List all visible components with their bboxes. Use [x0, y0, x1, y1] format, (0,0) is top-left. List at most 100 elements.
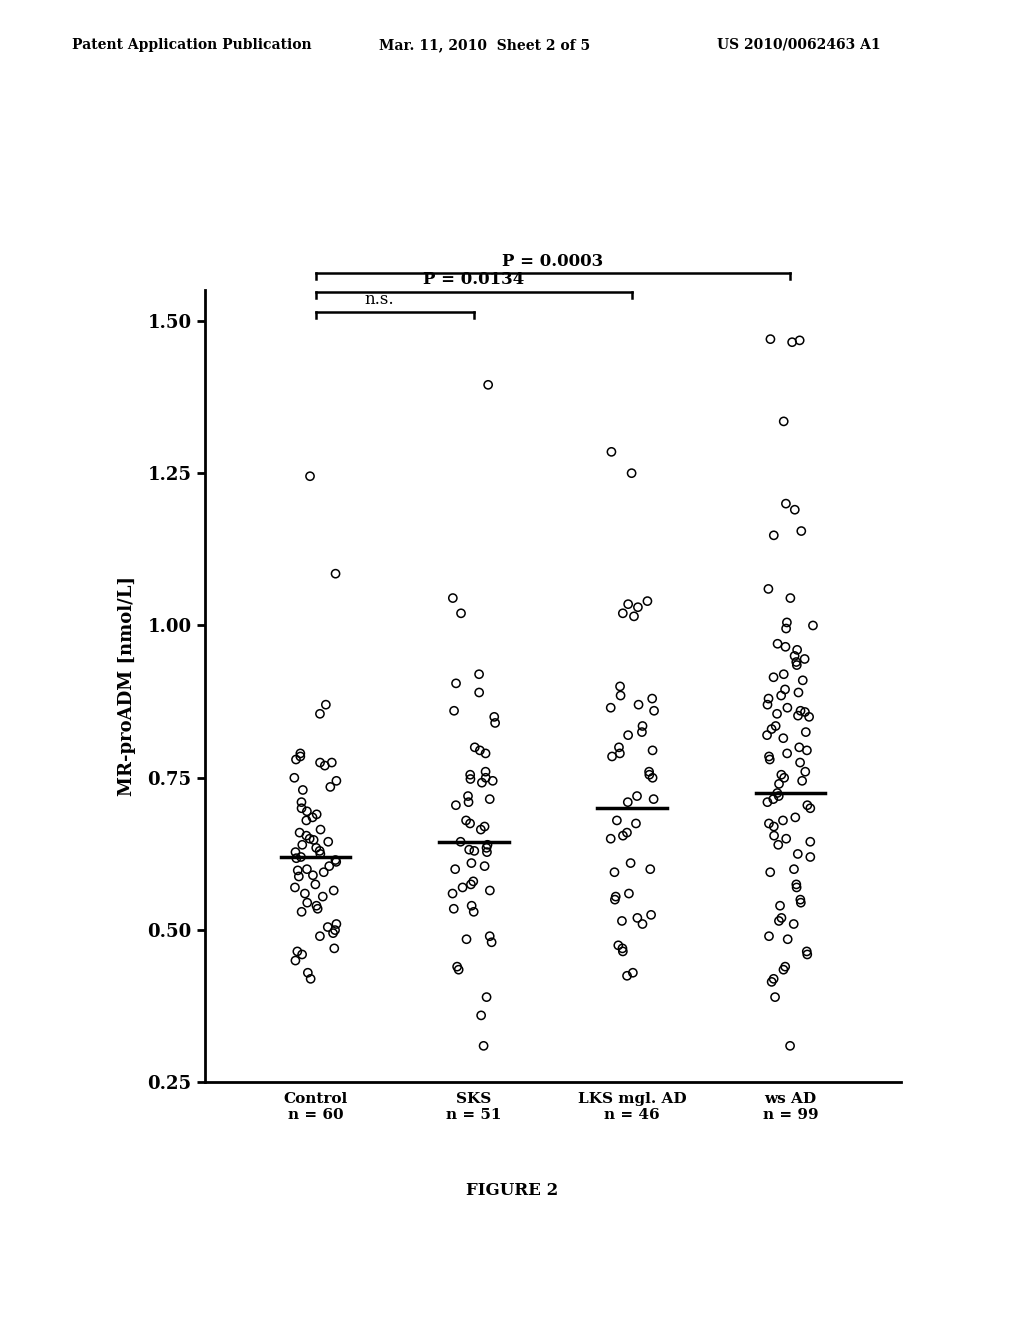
Point: [771, 911, 787, 932]
Point: [778, 612, 795, 634]
Point: [463, 874, 479, 895]
Point: [298, 810, 314, 832]
Point: [802, 797, 818, 818]
Point: [775, 727, 792, 748]
Point: [467, 737, 483, 758]
Point: [782, 587, 799, 609]
Point: [766, 825, 782, 846]
Point: [314, 886, 331, 907]
Point: [802, 832, 818, 853]
Point: [614, 937, 631, 958]
Point: [623, 853, 639, 874]
Y-axis label: MR-proADM [nmol/L]: MR-proADM [nmol/L]: [118, 577, 136, 796]
Point: [481, 925, 498, 946]
Point: [294, 944, 310, 965]
Point: [628, 813, 644, 834]
Point: [302, 466, 318, 487]
Point: [786, 645, 803, 667]
Point: [761, 813, 777, 834]
Point: [762, 862, 778, 883]
Point: [329, 771, 345, 792]
Text: n.s.: n.s.: [365, 292, 393, 308]
Point: [302, 969, 318, 990]
Point: [299, 801, 315, 822]
Point: [643, 904, 659, 925]
Point: [477, 762, 494, 783]
Point: [634, 913, 650, 935]
Point: [444, 587, 461, 609]
Point: [614, 941, 631, 962]
Point: [311, 704, 328, 725]
Point: [292, 743, 308, 764]
Point: [289, 941, 305, 962]
Point: [326, 937, 342, 958]
Point: [451, 960, 467, 981]
Point: [608, 810, 625, 832]
Point: [773, 764, 790, 785]
Point: [603, 441, 620, 462]
Point: [602, 697, 618, 718]
Point: [779, 929, 796, 950]
Point: [775, 664, 792, 685]
Point: [461, 792, 477, 813]
Point: [768, 715, 784, 737]
Point: [478, 837, 495, 858]
Point: [799, 739, 815, 760]
Point: [293, 797, 309, 818]
Point: [761, 925, 777, 946]
Point: [612, 676, 629, 697]
Point: [465, 871, 481, 892]
Point: [304, 807, 321, 828]
Point: [604, 746, 621, 767]
Point: [614, 825, 631, 846]
Point: [445, 700, 462, 721]
Point: [446, 858, 463, 879]
Point: [777, 494, 794, 515]
Point: [462, 768, 478, 789]
Point: [297, 883, 313, 904]
Point: [775, 411, 792, 432]
Text: Mar. 11, 2010  Sheet 2 of 5: Mar. 11, 2010 Sheet 2 of 5: [379, 38, 590, 51]
Point: [466, 902, 482, 923]
Point: [293, 846, 309, 867]
Point: [620, 594, 636, 615]
Point: [634, 722, 650, 743]
Point: [288, 842, 304, 863]
Point: [646, 700, 663, 721]
Point: [462, 764, 478, 785]
Point: [620, 792, 636, 813]
Point: [785, 913, 802, 935]
Point: [462, 813, 478, 834]
Point: [786, 499, 803, 520]
Point: [299, 858, 315, 879]
Point: [322, 855, 338, 876]
Point: [449, 956, 465, 977]
Point: [784, 331, 801, 352]
Point: [321, 832, 337, 853]
Point: [299, 892, 315, 913]
Point: [471, 664, 487, 685]
Point: [785, 858, 802, 879]
Point: [625, 962, 641, 983]
Point: [291, 866, 307, 887]
Text: P = 0.0003: P = 0.0003: [503, 252, 603, 269]
Point: [327, 920, 343, 941]
Point: [317, 694, 334, 715]
Point: [308, 837, 325, 858]
Point: [316, 755, 333, 776]
Point: [484, 771, 501, 792]
Point: [644, 739, 660, 760]
Point: [461, 840, 477, 861]
Point: [453, 603, 469, 624]
Point: [312, 752, 329, 774]
Point: [772, 895, 788, 916]
Point: [799, 941, 815, 962]
Point: [476, 816, 493, 837]
Point: [771, 774, 787, 795]
Point: [792, 330, 808, 351]
Point: [790, 843, 806, 865]
Point: [288, 748, 304, 770]
Point: [797, 762, 813, 783]
Point: [483, 932, 500, 953]
Point: [766, 969, 782, 990]
